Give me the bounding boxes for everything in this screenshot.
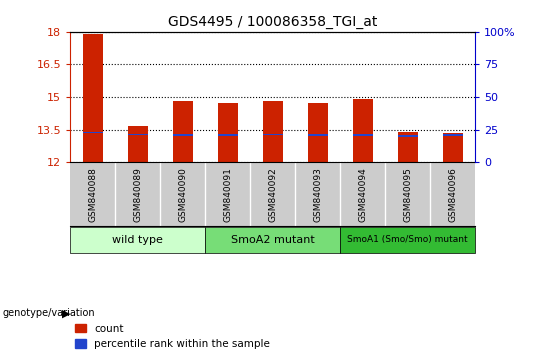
Bar [83, 132, 103, 133]
Bar [397, 135, 418, 137]
Bar [218, 134, 238, 136]
Bar [205, 32, 250, 162]
Text: wild type: wild type [112, 235, 163, 245]
Text: SmoA2 mutant: SmoA2 mutant [231, 235, 315, 245]
Bar [218, 103, 238, 162]
Text: GSM840089: GSM840089 [133, 167, 142, 222]
Bar [308, 103, 328, 162]
Text: SmoA1 (Smo/Smo) mutant: SmoA1 (Smo/Smo) mutant [347, 235, 468, 244]
Bar [262, 134, 283, 136]
Bar [250, 32, 295, 162]
Bar [443, 133, 463, 162]
Legend: count, percentile rank within the sample: count, percentile rank within the sample [76, 324, 270, 349]
Bar [173, 101, 193, 162]
Bar [262, 101, 283, 162]
Bar [340, 32, 385, 162]
Bar [397, 132, 418, 162]
Text: GSM840093: GSM840093 [313, 167, 322, 222]
Bar [83, 34, 103, 162]
Text: GSM840091: GSM840091 [223, 167, 232, 222]
Text: GSM840094: GSM840094 [358, 167, 367, 222]
Text: GSM840088: GSM840088 [88, 167, 97, 222]
Bar [385, 32, 430, 162]
Bar [70, 227, 205, 253]
Text: GSM840096: GSM840096 [448, 167, 457, 222]
Bar [443, 134, 463, 136]
Text: GSM840090: GSM840090 [178, 167, 187, 222]
Bar [115, 32, 160, 162]
Bar [70, 32, 115, 162]
Text: GSM840095: GSM840095 [403, 167, 412, 222]
Text: genotype/variation: genotype/variation [3, 308, 96, 318]
Text: ▶: ▶ [62, 308, 71, 318]
Bar [353, 134, 373, 136]
Bar [173, 134, 193, 136]
Bar [308, 134, 328, 136]
Bar [340, 227, 475, 253]
Bar [205, 227, 340, 253]
Bar [127, 133, 148, 135]
Text: GSM840092: GSM840092 [268, 167, 277, 222]
Bar [127, 126, 148, 162]
Bar [160, 32, 205, 162]
Bar [430, 32, 475, 162]
Title: GDS4495 / 100086358_TGI_at: GDS4495 / 100086358_TGI_at [168, 16, 377, 29]
Bar [295, 32, 340, 162]
Bar [353, 99, 373, 162]
